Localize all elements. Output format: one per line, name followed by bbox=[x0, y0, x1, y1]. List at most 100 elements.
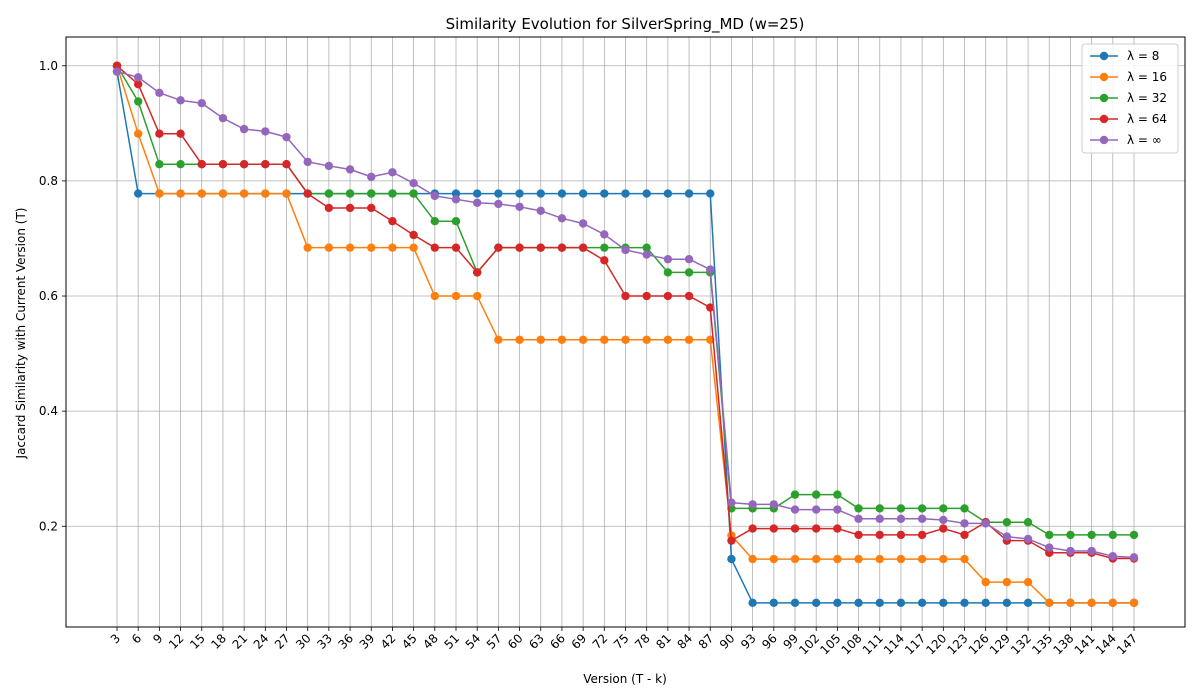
data-point bbox=[367, 172, 376, 182]
data-point bbox=[1045, 543, 1054, 552]
data-point bbox=[324, 189, 334, 198]
x-tick-label: 96 bbox=[759, 631, 780, 652]
data-point bbox=[684, 335, 694, 344]
data-point bbox=[790, 490, 800, 499]
data-point bbox=[112, 67, 122, 76]
data-point bbox=[112, 61, 122, 70]
data-point bbox=[472, 198, 482, 207]
data-point bbox=[1108, 598, 1118, 608]
data-point bbox=[282, 160, 291, 169]
data-point bbox=[1066, 598, 1075, 608]
data-point bbox=[981, 598, 990, 608]
legend-marker bbox=[1099, 51, 1109, 61]
data-point bbox=[409, 179, 418, 188]
data-point bbox=[790, 524, 800, 533]
data-point bbox=[684, 268, 694, 277]
data-point bbox=[1045, 598, 1054, 608]
data-point bbox=[218, 160, 228, 169]
data-point bbox=[833, 554, 842, 564]
data-point bbox=[515, 335, 524, 344]
data-point bbox=[176, 189, 185, 198]
x-tick-label: 42 bbox=[378, 631, 399, 652]
data-point bbox=[854, 530, 863, 540]
data-point bbox=[621, 291, 630, 301]
data-point bbox=[451, 243, 461, 252]
data-point bbox=[367, 189, 376, 198]
legend: λ = 8 λ = 16 λ = 32 λ = 64 λ = ∞ bbox=[1081, 43, 1179, 154]
x-tick-label: 90 bbox=[717, 631, 738, 652]
series-4 bbox=[112, 67, 1139, 562]
data-point bbox=[388, 189, 397, 198]
data-point bbox=[748, 598, 757, 608]
legend-box bbox=[1081, 43, 1179, 154]
legend-marker bbox=[1099, 114, 1109, 124]
legend-item: λ = 64 bbox=[1090, 112, 1167, 126]
x-tick-label: 24 bbox=[251, 631, 272, 652]
data-point bbox=[684, 189, 694, 198]
x-tick-label: 18 bbox=[208, 631, 229, 652]
data-point bbox=[663, 254, 673, 264]
legend-marker bbox=[1099, 93, 1109, 103]
data-point bbox=[875, 514, 884, 523]
data-point bbox=[388, 243, 397, 252]
x-tick-label: 12 bbox=[166, 631, 187, 652]
data-point bbox=[896, 504, 906, 513]
legend-item: λ = 32 bbox=[1090, 91, 1167, 105]
data-point bbox=[536, 189, 545, 198]
x-tick-label: 126 bbox=[966, 631, 992, 657]
data-point bbox=[833, 598, 842, 608]
data-point bbox=[833, 490, 842, 499]
data-point bbox=[430, 243, 440, 252]
data-point bbox=[875, 598, 884, 608]
data-point bbox=[176, 129, 185, 138]
data-point bbox=[896, 554, 906, 564]
data-point bbox=[833, 505, 842, 514]
data-point bbox=[261, 189, 270, 198]
legend-item: λ = ∞ bbox=[1090, 133, 1162, 147]
data-point bbox=[409, 230, 418, 240]
data-point bbox=[917, 598, 927, 608]
x-tick-label: 135 bbox=[1029, 631, 1055, 657]
data-point bbox=[663, 268, 673, 277]
x-tick-label: 3 bbox=[108, 631, 123, 646]
series-lines bbox=[112, 61, 1139, 608]
data-point bbox=[409, 243, 418, 252]
x-tick-label: 30 bbox=[293, 631, 314, 652]
data-point bbox=[133, 80, 143, 89]
data-point bbox=[324, 161, 334, 171]
data-point bbox=[875, 530, 884, 540]
x-tick-label: 60 bbox=[505, 631, 526, 652]
data-point bbox=[811, 598, 821, 608]
data-point bbox=[939, 554, 948, 564]
x-tick-label: 9 bbox=[150, 631, 165, 646]
data-point bbox=[515, 202, 524, 212]
x-tick-label: 21 bbox=[230, 631, 251, 652]
data-point bbox=[1129, 598, 1139, 608]
data-point bbox=[409, 189, 418, 198]
x-tick-label: 63 bbox=[526, 631, 547, 652]
data-point bbox=[917, 514, 927, 523]
data-point bbox=[282, 132, 291, 142]
data-point bbox=[261, 160, 270, 169]
data-point bbox=[600, 230, 609, 239]
x-tick-label: 15 bbox=[187, 631, 208, 652]
chart-title: Similarity Evolution for SilverSpring_MD… bbox=[446, 15, 805, 34]
x-axis: 3 6 9 12 15 18 21 24 27 30 33 36 39 42 45 48 51 54 57 60 63 6… bbox=[108, 627, 1140, 657]
data-point bbox=[854, 514, 863, 523]
x-tick-label: 81 bbox=[653, 631, 674, 652]
grid bbox=[66, 37, 1185, 627]
data-point bbox=[1087, 546, 1096, 556]
data-point bbox=[388, 168, 397, 177]
data-point bbox=[642, 335, 651, 344]
data-point bbox=[917, 504, 927, 513]
data-point bbox=[981, 519, 990, 528]
data-point bbox=[218, 113, 228, 123]
data-point bbox=[854, 504, 863, 513]
data-point bbox=[663, 189, 673, 198]
data-point bbox=[536, 335, 545, 344]
data-point bbox=[621, 189, 630, 198]
data-point bbox=[155, 160, 164, 169]
data-point bbox=[345, 243, 355, 252]
x-tick-label: 129 bbox=[987, 631, 1013, 657]
data-point bbox=[451, 291, 461, 301]
